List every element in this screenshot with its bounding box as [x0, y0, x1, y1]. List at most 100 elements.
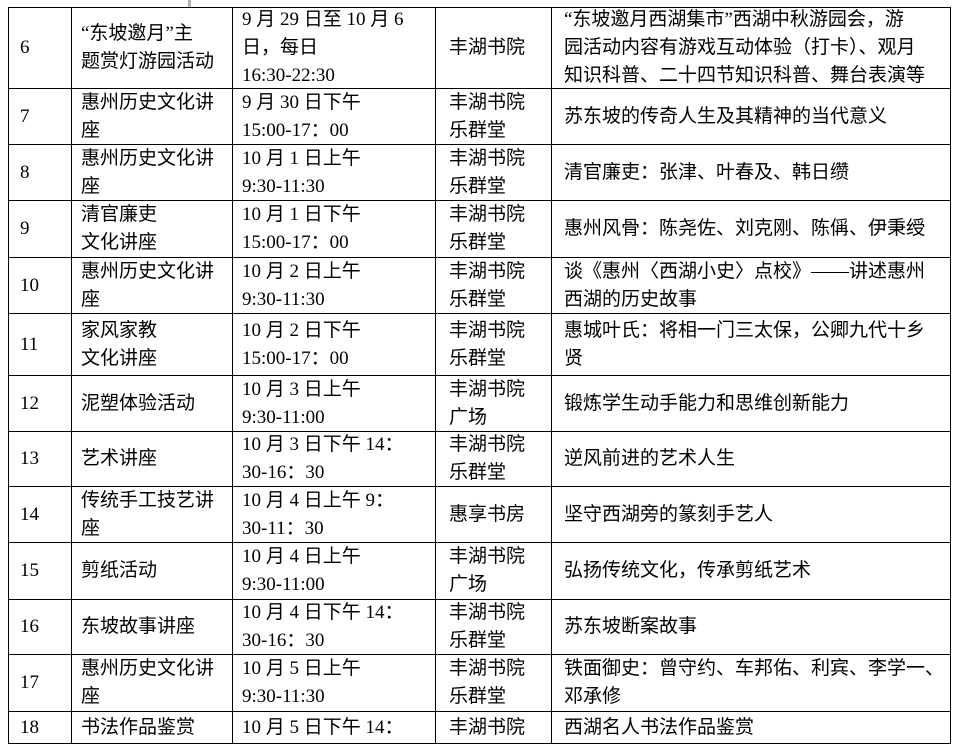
text-line: 乐群堂 [449, 119, 507, 141]
cell-description: 苏东坡断案故事 [552, 600, 950, 654]
cell-activity: 东坡故事讲座 [72, 600, 233, 654]
text-line: 16:30-22:30 [242, 65, 335, 86]
text-line: 8 [20, 161, 30, 183]
text-line: 广场 [449, 574, 488, 595]
stray-cursor-mark [188, 0, 191, 9]
cell-description: 惠州风骨：陈尧佐、刘克刚、陈偁、伊秉绶 [552, 201, 950, 257]
cell-datetime: 9 月 30 日下午 15:00-17：00 [233, 89, 436, 144]
cell-activity: 泥塑体验活动 [72, 376, 233, 431]
text-line: 丰湖书院 [449, 37, 526, 58]
text-line: 文化讲座 [81, 232, 158, 253]
cell-datetime: 10 月 1 日下午 15:00-17：00 [233, 201, 436, 257]
text-line: 丰湖书院 [449, 434, 526, 455]
text-line: 丰湖书院 [449, 378, 526, 400]
text-line: 惠州历史文化讲 [81, 658, 215, 679]
text-line: 惠州历史文化讲 [81, 91, 215, 113]
text-line: 乐群堂 [449, 232, 507, 253]
text-line: 9:30-11:30 [242, 288, 325, 310]
cell-row-number: 6 [9, 8, 72, 88]
text-line: 15:00-17：00 [242, 232, 349, 253]
text-line: 30-16：30 [242, 630, 325, 651]
text-line: 座 [81, 175, 101, 197]
cell-description: 惠城叶氏：将相一门三太保，公卿九代十乡贤 [552, 314, 950, 375]
text-line: 丰湖书院 [449, 204, 526, 225]
cell-activity: 惠州历史文化讲座 [72, 89, 233, 144]
text-line: 7 [20, 105, 30, 127]
text-line: 乐群堂 [449, 630, 507, 651]
cell-row-number: 14 [9, 487, 72, 542]
text-line: 乐群堂 [449, 288, 507, 310]
text-line: 9:30-11:30 [242, 175, 325, 197]
text-line: 贤 [564, 347, 584, 369]
cell-datetime: 10 月 1 日上午 9:30-11:30 [233, 145, 436, 200]
text-line: 丰湖书院 [449, 260, 526, 282]
text-line: 逆风前进的艺术人生 [564, 448, 736, 469]
cell-activity: 清官廉吏 文化讲座 [72, 201, 233, 257]
text-line: 西湖的历史故事 [564, 288, 698, 310]
text-line: 传统手工技艺讲 [81, 489, 215, 511]
cell-venue: 丰湖书院 乐群堂 [436, 145, 552, 200]
cell-row-number: 7 [9, 89, 72, 144]
cell-datetime: 10 月 3 日上午 9:30-11:00 [233, 376, 436, 431]
cell-row-number: 11 [9, 314, 72, 375]
text-line: 10 月 2 日上午 [242, 260, 361, 282]
cell-activity: 惠州历史文化讲座 [72, 145, 233, 200]
text-line: 西湖名人书法作品鉴赏 [564, 716, 755, 738]
text-line: 10 [20, 274, 39, 296]
text-line: 座 [81, 517, 101, 539]
cell-activity: 传统手工技艺讲座 [72, 487, 233, 542]
text-line: 家风家教 [81, 319, 158, 341]
cell-description: 谈《惠州〈西湖小史〉点校》——讲述惠州 西湖的历史故事 [552, 258, 950, 313]
cell-activity: 艺术讲座 [72, 432, 233, 486]
cell-description: 弘扬传统文化，传承剪纸艺术 [552, 543, 950, 599]
text-line: 惠州风骨：陈尧佐、刘克刚、陈偁、伊秉绶 [564, 218, 926, 239]
cell-datetime: 10 月 2 日上午 9:30-11:30 [233, 258, 436, 313]
cell-row-number: 18 [9, 712, 72, 743]
text-line: 乐群堂 [449, 686, 507, 707]
text-line: 艺术讲座 [81, 448, 158, 469]
text-line: 铁面御史：曾守约、车邦佑、利宾、李学一、 [564, 658, 945, 679]
text-line: 丰湖书院 [449, 546, 526, 567]
text-line: 锻炼学生动手能力和思维创新能力 [564, 392, 850, 414]
text-line: 泥塑体验活动 [81, 392, 196, 414]
cell-venue: 丰湖书院 乐群堂 [436, 314, 552, 375]
text-line: 9 月 29 日至 10 月 6 [242, 9, 404, 30]
cell-datetime: 10 月 4 日下午 14： 30-16：30 [233, 600, 436, 654]
text-line: 9 月 30 日下午 [242, 91, 361, 113]
cell-datetime: 10 月 3 日下午 14： 30-16：30 [233, 432, 436, 486]
table-row: 17 惠州历史文化讲座 10 月 5 日上午 9:30-11:30 丰湖书院 乐群堂 铁面御… [9, 655, 950, 712]
table-row: 16 东坡故事讲座 10 月 4 日下午 14： 30-16：30 丰湖书院 乐群堂 苏东坡… [9, 600, 950, 655]
cell-venue: 丰湖书院 乐群堂 [436, 201, 552, 257]
text-line: 丰湖书院 [449, 147, 526, 169]
text-line: 知识科普、二十四节知识科普、舞台表演等 [564, 65, 926, 86]
text-line: 18 [20, 716, 39, 738]
text-line: 丰湖书院 [449, 319, 526, 341]
cell-venue: 丰湖书院 广场 [436, 376, 552, 431]
text-line: 9:30-11:00 [242, 406, 325, 428]
cell-datetime: 9 月 29 日至 10 月 6 日，每日 16:30-22:30 [233, 8, 436, 88]
text-line: 座 [81, 119, 101, 141]
text-line: 10 月 5 日下午 14： [242, 716, 404, 738]
cell-datetime: 10 月 4 日上午 9： 30-11：30 [233, 487, 436, 542]
cell-venue: 丰湖书院 乐群堂 [436, 89, 552, 144]
text-line: 清官廉吏 [81, 204, 158, 225]
cell-venue: 丰湖书院 [436, 8, 552, 88]
text-line: 日，每日 [242, 37, 319, 58]
text-line: 30-11：30 [242, 517, 324, 539]
text-line: 16 [20, 616, 39, 637]
text-line: 书法作品鉴赏 [81, 716, 196, 738]
cell-row-number: 16 [9, 600, 72, 654]
text-line: 10 月 1 日下午 [242, 204, 361, 225]
text-line: 15:00-17：00 [242, 119, 349, 141]
text-line: 14 [20, 503, 39, 525]
table-row: 6 “东坡邀月”主 题赏灯游园活动 9 月 29 日至 10 月 6 日，每日 16:30… [9, 8, 950, 89]
table-row: 10 惠州历史文化讲座 10 月 2 日上午 9:30-11:30 丰湖书院 乐群堂 谈《惠… [9, 258, 950, 314]
text-line: 15:00-17：00 [242, 347, 349, 369]
text-line: 文化讲座 [81, 347, 158, 369]
cell-row-number: 15 [9, 543, 72, 599]
text-line: 10 月 3 日下午 14： [242, 434, 404, 455]
text-line: 9:30-11:00 [242, 574, 325, 595]
cell-description: 坚守西湖旁的篆刻手艺人 [552, 487, 950, 542]
cell-venue: 丰湖书院 乐群堂 [436, 600, 552, 654]
cell-description: 铁面御史：曾守约、车邦佑、利宾、李学一、 邓承修 [552, 655, 950, 711]
